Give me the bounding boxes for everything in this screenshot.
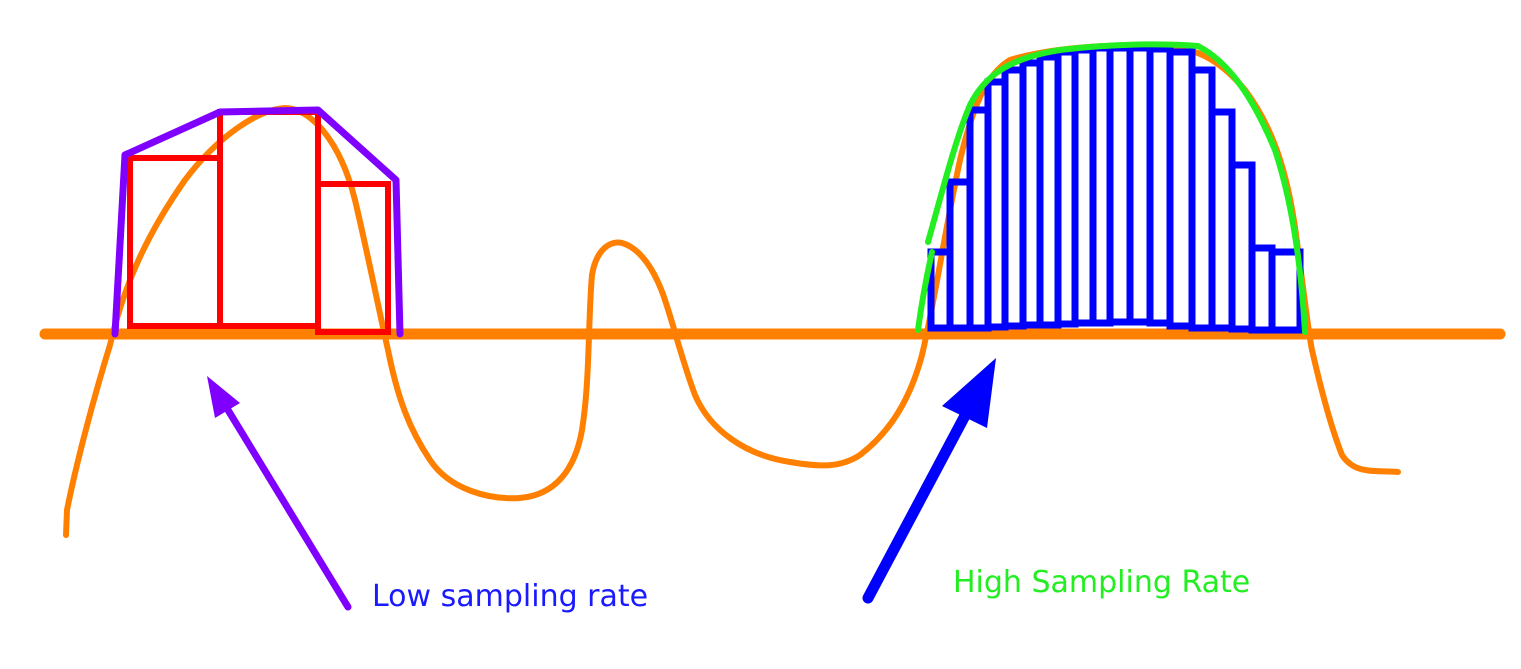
signal-curve xyxy=(63,42,1401,538)
low-sampling-envelope xyxy=(111,106,404,338)
high-sampling-envelope xyxy=(915,41,1308,335)
high-arrow-head xyxy=(942,358,996,428)
low-arrow-shaft xyxy=(224,406,352,611)
low-sampling-label: Low sampling rate xyxy=(372,579,649,614)
high-sample-bar xyxy=(1268,248,1304,334)
low-sample-bar xyxy=(127,155,223,329)
low-sample-bar xyxy=(315,181,391,335)
low-arrow-head xyxy=(207,376,240,418)
high-sampling-label: High Sampling Rate xyxy=(953,565,1251,600)
low-sample-bar xyxy=(217,109,321,329)
high-arrow-shaft xyxy=(862,404,974,604)
low-sampling-bars xyxy=(127,109,391,335)
